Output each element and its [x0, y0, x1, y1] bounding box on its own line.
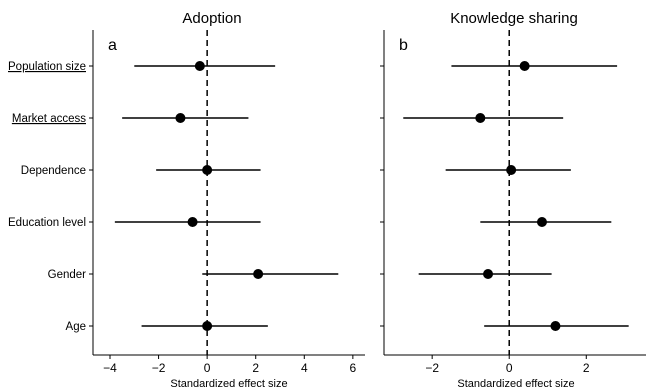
point-estimate — [475, 113, 486, 123]
point-estimate — [202, 165, 213, 175]
panel-a: Adoption a −4 −2 0 2 4 6 Standardized effect siz… — [8, 10, 365, 390]
x-tick-label: 2 — [252, 361, 259, 375]
x-axis-label: Standardized effect size — [170, 378, 287, 390]
point-estimate — [506, 165, 517, 175]
panel-label: b — [399, 37, 408, 54]
point-estimate — [194, 61, 205, 71]
x-axis-label: Standardized effect size — [457, 378, 574, 390]
point-estimate — [483, 269, 494, 279]
panel-label: a — [108, 37, 117, 54]
x-tick-label: 0 — [204, 361, 211, 375]
x-tick-label: −2 — [425, 361, 439, 375]
point-estimate — [187, 217, 198, 227]
y-tick-label: Market access — [12, 113, 86, 125]
y-tick-label: Gender — [48, 269, 87, 281]
panel-b: Knowledge sharing b −2 0 2 Standardized effec… — [380, 10, 646, 390]
point-estimate — [175, 113, 186, 123]
panel-title: Knowledge sharing — [450, 10, 578, 27]
point-estimate — [550, 321, 561, 331]
y-tick-label: Age — [66, 321, 86, 333]
y-tick-label: Population size — [8, 61, 86, 73]
point-estimate — [202, 321, 213, 331]
x-tick-label: −4 — [103, 361, 117, 375]
point-estimate — [536, 217, 547, 227]
x-tick-label: 6 — [350, 361, 357, 375]
y-tick-label: Education level — [8, 217, 86, 229]
x-tick-label: 0 — [506, 361, 513, 375]
x-tick-label: 2 — [583, 361, 590, 375]
point-estimate — [519, 61, 530, 71]
x-tick-label: −2 — [152, 361, 166, 375]
y-tick-label: Dependence — [21, 165, 86, 177]
x-tick-label: 4 — [301, 361, 308, 375]
point-estimate — [253, 269, 264, 279]
panel-title: Adoption — [182, 10, 241, 27]
